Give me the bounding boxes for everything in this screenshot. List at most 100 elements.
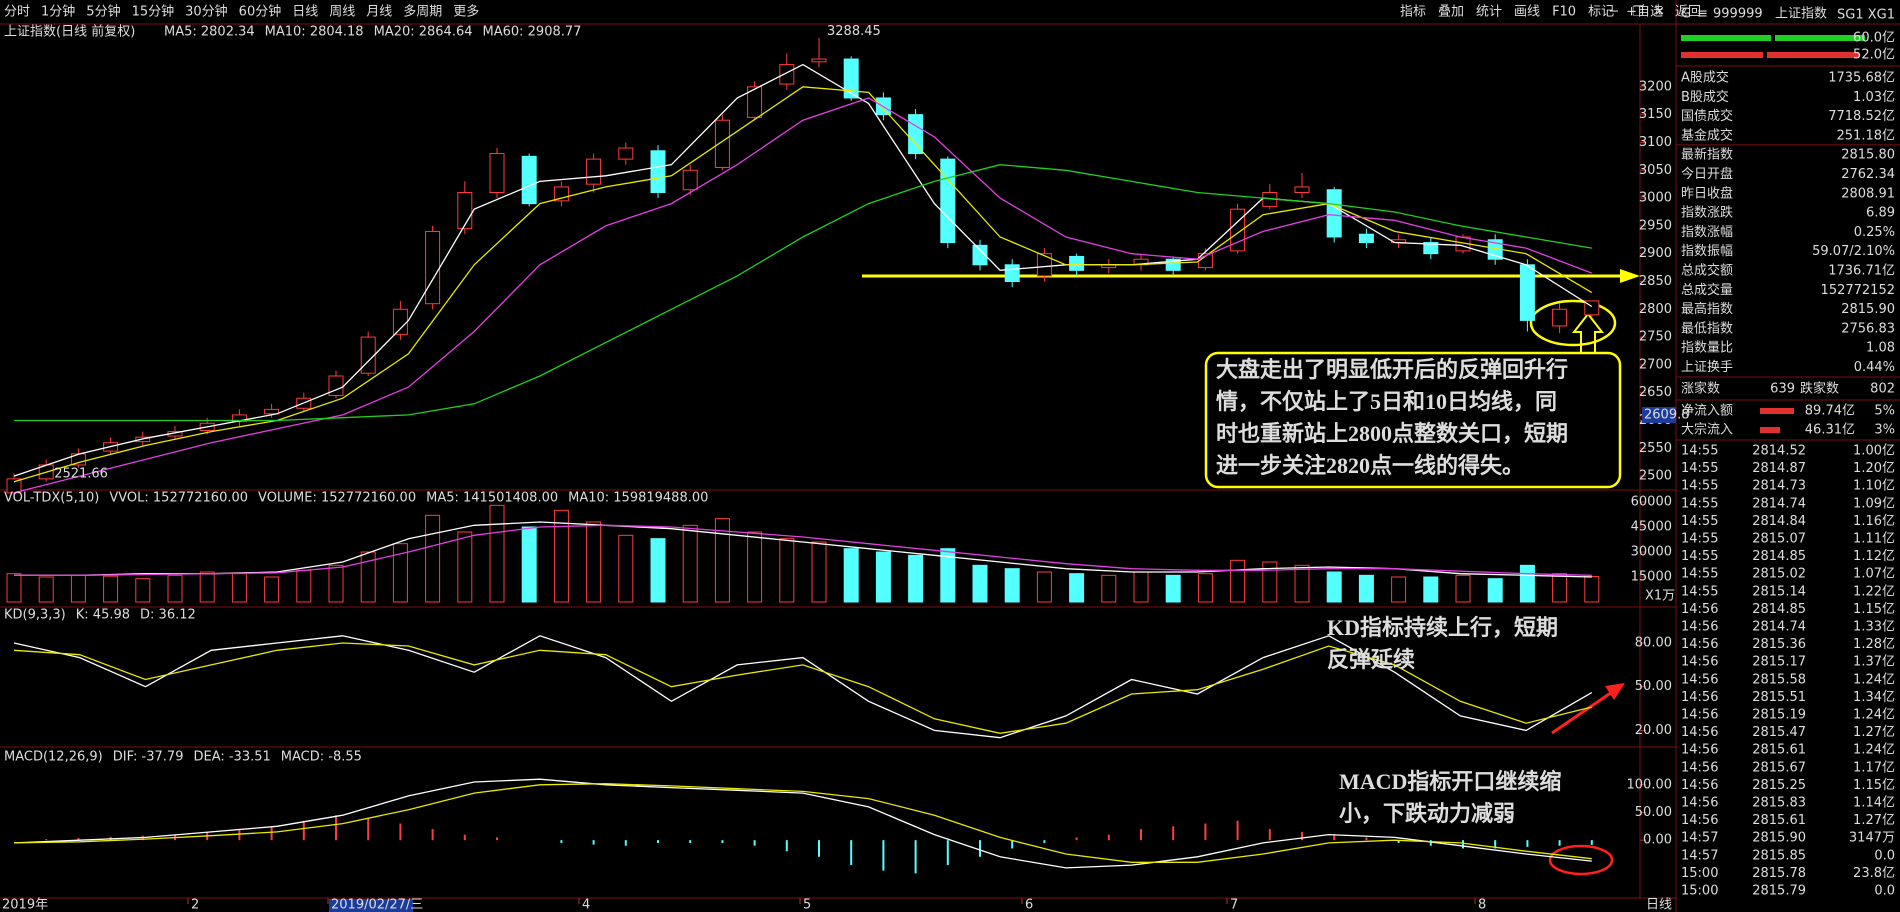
tick-price: 2814.74 [1752,620,1806,635]
volume-bar [489,504,505,603]
volume-bar [1004,568,1020,603]
volume-bar [747,531,763,603]
legend-item: MACD: -8.55 [281,750,362,765]
stat-label: B股成交 [1681,89,1729,105]
breadth-value: 639 [1770,382,1795,397]
volume-bar [135,578,151,603]
period-tab[interactable]: 月线 [366,5,392,20]
tool-button[interactable]: 画线 [1514,5,1540,20]
tool-button[interactable]: 统计 [1476,5,1502,20]
stat-value: 2815.80 [1841,148,1895,163]
window-control[interactable]: ─ [1609,5,1618,20]
volume-bar [1294,564,1310,603]
candle [618,142,634,165]
tick-time: 14:56 [1681,637,1718,652]
candle-body [328,375,344,396]
period-tab[interactable]: 60分钟 [239,4,282,20]
tick-volume: 1.24亿 [1853,672,1895,687]
red-ellipse [1548,844,1614,876]
candle [1552,303,1568,334]
stat-value: 7718.52亿 [1828,109,1895,124]
volume-bar [779,538,795,603]
volume-bar [1326,571,1342,603]
period-tab[interactable]: 周线 [329,5,355,20]
tick-volume: 1.12亿 [1853,549,1895,564]
tick-price: 2814.85 [1752,549,1806,564]
tick-time: 14:56 [1681,708,1718,723]
stat-label: 最低指数 [1681,321,1733,336]
volume-bar [1455,574,1471,603]
tool-button[interactable]: 叠加 [1438,5,1464,20]
y-tick-label: 3150 [1639,107,1672,122]
candle-body [618,147,634,160]
volume-bar [1133,571,1149,603]
candle-body [1358,233,1374,244]
tick-time: 14:55 [1681,461,1718,476]
stat-label: A股成交 [1681,70,1729,86]
date-label: 4 [582,898,590,912]
tool-button[interactable]: 标记 [1588,5,1614,20]
candle-body [425,230,441,305]
ma-legend: MA60: 2908.77 [483,25,582,40]
tick-time: 14:57 [1681,831,1718,846]
tick-price: 2815.07 [1752,532,1806,547]
annotation-text: 情，不仅站上了5日和10日均线，同 [1216,389,1557,414]
tick-time: 14:56 [1681,743,1718,758]
tick-time: 14:55 [1681,496,1718,511]
period-tab[interactable]: 5分钟 [86,4,120,20]
y-tick-label: 3100 [1639,135,1672,150]
window-control[interactable]: ❐ [1632,5,1644,20]
tool-button[interactable]: 返回 [1675,5,1701,20]
tick-volume: 3147万 [1849,831,1895,846]
tick-volume: 1.37亿 [1853,655,1895,670]
tick-time: 14:56 [1681,690,1718,705]
volume-bar [1552,573,1568,603]
tool-button[interactable]: +自选 [1626,5,1663,20]
tick-time: 15:00 [1681,884,1718,899]
flow-label: 大宗流入 [1681,422,1733,438]
y-tick-label: 20.00 [1635,723,1672,738]
strength-bar [1767,52,1859,58]
tick-time: 14:56 [1681,796,1718,811]
flow-pct: 3% [1874,423,1895,438]
period-tab[interactable]: 1分钟 [41,4,75,20]
volume-bar [586,521,602,603]
flow-bar [1760,408,1794,414]
date-label: 5 [803,898,811,912]
arrow-head [1620,269,1640,283]
flow-label: 净流入额 [1681,404,1733,419]
candle-body [972,244,988,266]
tick-price: 2815.90 [1752,831,1806,846]
tick-price: 2815.61 [1752,813,1806,828]
period-tab[interactable]: 日线 [292,5,318,20]
tick-price: 2815.61 [1752,743,1806,758]
low-marker: 2521.66 [54,467,108,482]
tick-price: 2814.87 [1752,461,1806,476]
candle-body [940,158,956,244]
tick-volume: 1.34亿 [1853,690,1895,705]
tool-button[interactable]: 指标 [1400,5,1426,20]
annotation-text: 反弹延续 [1327,647,1415,672]
tick-price: 2814.52 [1752,444,1806,459]
tool-button[interactable]: F10 [1552,5,1576,20]
legend-item: DEA: -33.51 [193,750,270,765]
window-control[interactable]: ✕ [1654,5,1665,20]
volume-bar [1262,561,1278,603]
period-tab[interactable]: 更多 [453,4,479,20]
volume-bar [328,564,344,603]
candle [1294,173,1310,199]
period-tab[interactable]: 15分钟 [132,4,175,20]
y-tick-label: 30000 [1631,545,1672,560]
volume-bar [875,551,891,603]
tick-price: 2814.85 [1752,602,1806,617]
candle [747,81,763,121]
highlight-ellipse [1529,299,1617,347]
candle [940,156,956,249]
period-tab[interactable]: 分时 [4,5,30,20]
date-label: 2019年 [2,898,48,912]
period-tab[interactable]: 30分钟 [185,4,228,20]
flow-pct: 5% [1874,404,1895,419]
period-tab[interactable]: 多周期 [403,4,442,20]
volume-bar [1391,576,1407,603]
candle [908,109,924,160]
